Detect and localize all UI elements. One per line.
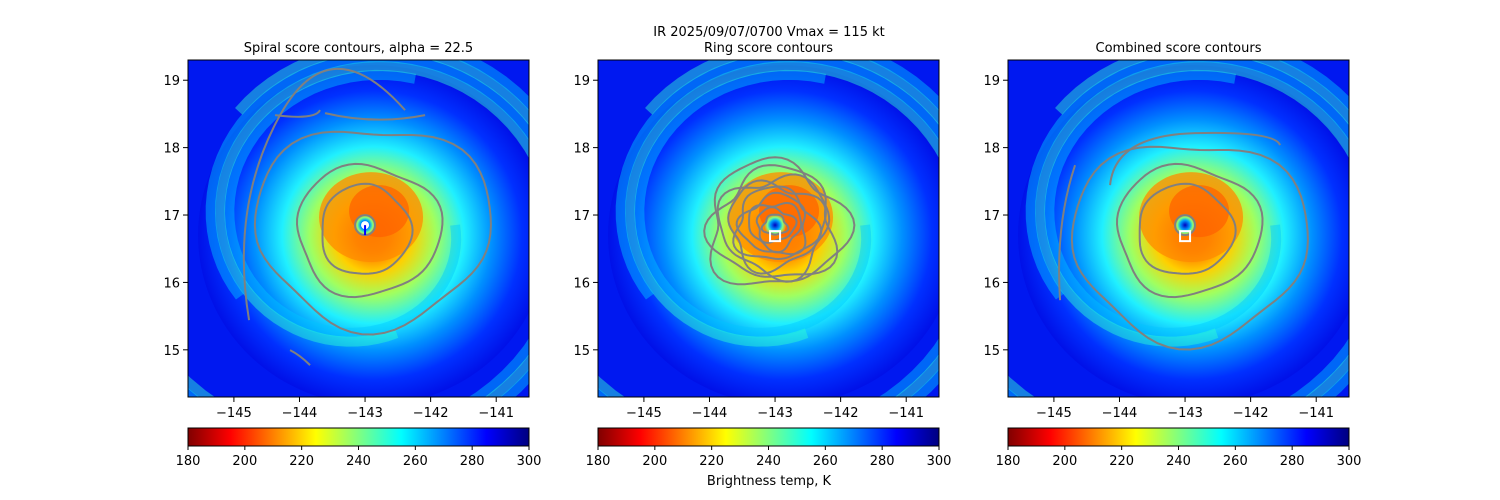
y-tick-label: 15: [983, 344, 1000, 359]
y-tick-label: 17: [983, 209, 1000, 224]
score-contours: [703, 156, 856, 286]
colorbar-tick-label: 300: [1337, 454, 1362, 469]
ir-image: [598, 60, 939, 397]
x-tick-label: −143: [347, 406, 383, 421]
colorbar-tick-label: 220: [699, 454, 724, 469]
colorbar: 180 200 220 240 260 280 300: [176, 427, 542, 469]
panel-1: Spiral score contours, alpha = 22.5 −145 −…: [163, 41, 542, 469]
x-tick-label: −145: [216, 406, 252, 421]
axes-frame: [1007, 59, 1350, 398]
y-tick-label: 18: [163, 142, 180, 157]
score-contours: [242, 67, 492, 366]
colorbar: 180 200 220 240 260 280 300: [586, 427, 952, 469]
colorbar-tick-label: 260: [1223, 454, 1248, 469]
x-tick-label: −144: [282, 406, 318, 421]
colorbar-tick-label: 180: [996, 454, 1021, 469]
x-tick-label: −144: [1102, 406, 1138, 421]
y-tick-label: 17: [163, 209, 180, 224]
x-tick-label: −143: [1167, 406, 1203, 421]
y-tick-label: 19: [983, 74, 1000, 89]
y-tick-label: 15: [163, 344, 180, 359]
colorbar-tick-label: 240: [756, 454, 781, 469]
y-tick-label: 15: [573, 344, 590, 359]
x-tick-label: −143: [757, 406, 793, 421]
center-marker: [1179, 230, 1192, 243]
colorbar-tick-label: 260: [403, 454, 428, 469]
x-tick-label: −144: [692, 406, 728, 421]
score-contours: [1058, 131, 1309, 351]
x-tick-label: −142: [1233, 406, 1269, 421]
x-tick-label: −141: [478, 406, 514, 421]
center-marker: [769, 230, 782, 243]
x-tick-label: −141: [888, 406, 924, 421]
colorbar: 180 200 220 240 260 280 300: [996, 427, 1362, 469]
suptitle: IR 2025/09/07/0700 Vmax = 115 kt: [653, 25, 884, 40]
ir-image: [1008, 60, 1349, 397]
colorbar-tick-label: 240: [346, 454, 371, 469]
colorbar-tick-label: 260: [813, 454, 838, 469]
x-tick-label: −141: [1298, 406, 1334, 421]
colorbar-tick-label: 280: [1280, 454, 1305, 469]
panel-title: Spiral score contours, alpha = 22.5: [244, 41, 473, 56]
x-tick-label: −142: [823, 406, 859, 421]
y-tick-label: 19: [163, 74, 180, 89]
y-tick-label: 18: [983, 142, 1000, 157]
panel-3: Combined score contours −145 −144 −143 −142 −…: [983, 41, 1362, 469]
colorbar-tick-label: 280: [460, 454, 485, 469]
colorbar-tick-label: 300: [517, 454, 542, 469]
y-tick-label: 16: [983, 276, 1000, 291]
y-tick-label: 16: [163, 276, 180, 291]
colorbar-tick-label: 280: [870, 454, 895, 469]
x-tick-label: −145: [1036, 406, 1072, 421]
colorbar-tick-label: 220: [1109, 454, 1134, 469]
colorbar-tick-label: 180: [586, 454, 611, 469]
y-tick-label: 19: [573, 74, 590, 89]
x-tick-label: −145: [626, 406, 662, 421]
colorbar-tick-label: 240: [1166, 454, 1191, 469]
ir-image: [188, 60, 529, 397]
colorbar-tick-label: 200: [1052, 454, 1077, 469]
x-tick-label: −142: [413, 406, 449, 421]
panel-title: Ring score contours: [704, 41, 833, 56]
colorbar-tick-label: 200: [642, 454, 667, 469]
colorbar-tick-label: 220: [289, 454, 314, 469]
y-tick-label: 16: [573, 276, 590, 291]
colorbar-tick-label: 300: [927, 454, 952, 469]
colorbar-tick-label: 180: [176, 454, 201, 469]
colorbar-tick-label: 200: [232, 454, 257, 469]
panel-title: Combined score contours: [1096, 41, 1262, 56]
axes-frame: [187, 59, 530, 398]
panel-2: Ring score contours −145 −144 −143 −142 −141 1…: [573, 41, 952, 469]
y-tick-label: 18: [573, 142, 590, 157]
colorbar-label: Brightness temp, K: [707, 474, 832, 489]
y-tick-label: 17: [573, 209, 590, 224]
axes-frame: [597, 59, 940, 398]
